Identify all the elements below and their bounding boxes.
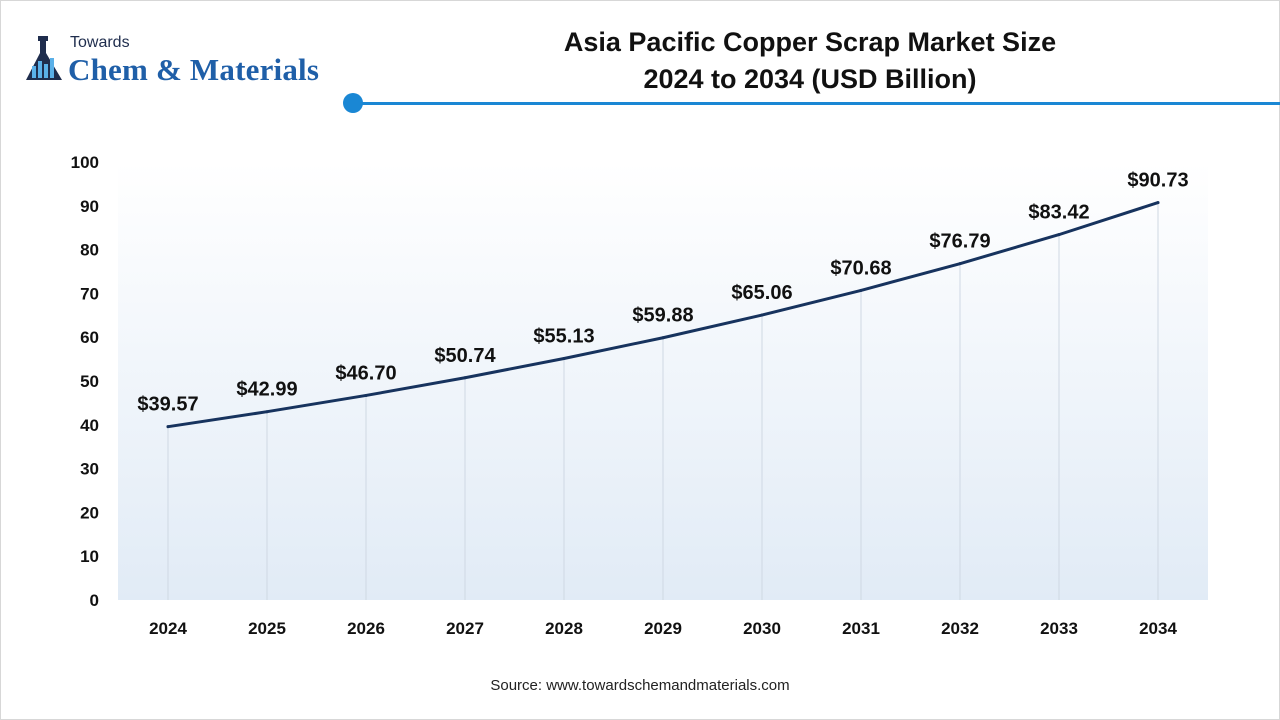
title-rule xyxy=(353,102,1280,105)
y-tick-label: 100 xyxy=(71,153,99,172)
data-label: $55.13 xyxy=(533,326,594,348)
data-point xyxy=(562,357,566,361)
x-tick-label: 2033 xyxy=(1040,619,1078,638)
data-label: $83.42 xyxy=(1028,202,1089,224)
y-tick-label: 70 xyxy=(80,284,99,303)
data-label: $46.70 xyxy=(335,362,396,384)
x-tick-label: 2029 xyxy=(644,619,682,638)
data-label: $39.57 xyxy=(137,394,198,416)
x-tick-label: 2026 xyxy=(347,619,385,638)
data-point xyxy=(661,336,665,340)
flask-chart-icon xyxy=(26,36,62,80)
data-label: $76.79 xyxy=(929,231,990,253)
data-point xyxy=(265,410,269,414)
data-point xyxy=(166,425,170,429)
y-tick-label: 20 xyxy=(80,503,99,522)
data-point xyxy=(1156,201,1160,205)
brand-small-text: Towards xyxy=(70,34,130,51)
chart-title-line-2: 2024 to 2034 (USD Billion) xyxy=(643,64,977,94)
y-tick-label: 0 xyxy=(90,591,99,610)
brand-logo[interactable]: Towards Chem & Materials xyxy=(22,32,342,88)
data-point xyxy=(760,313,764,317)
x-tick-label: 2031 xyxy=(842,619,880,638)
data-point xyxy=(463,376,467,380)
source-note: Source: www.towardschemandmaterials.com xyxy=(490,677,790,694)
x-tick-label: 2028 xyxy=(545,619,583,638)
x-tick-label: 2034 xyxy=(1139,619,1177,638)
x-tick-label: 2024 xyxy=(149,619,187,638)
data-label: $42.99 xyxy=(236,379,297,401)
x-tick-label: 2032 xyxy=(941,619,979,638)
x-tick-label: 2025 xyxy=(248,619,286,638)
y-tick-label: 50 xyxy=(80,372,99,391)
data-point xyxy=(958,262,962,266)
data-label: $70.68 xyxy=(830,257,891,279)
x-tick-label: 2027 xyxy=(446,619,484,638)
data-label: $50.74 xyxy=(434,345,496,367)
y-tick-label: 60 xyxy=(80,328,99,347)
data-point xyxy=(859,288,863,292)
y-tick-label: 80 xyxy=(80,241,99,260)
data-label: $65.06 xyxy=(731,282,792,304)
y-tick-label: 30 xyxy=(80,460,99,479)
data-label: $59.88 xyxy=(632,305,693,327)
data-point xyxy=(364,393,368,397)
y-tick-label: 90 xyxy=(80,197,99,216)
data-label: $90.73 xyxy=(1127,170,1188,192)
brand-name: Chem & Materials xyxy=(68,52,320,87)
title-rule-dot xyxy=(343,93,363,113)
x-tick-label: 2030 xyxy=(743,619,781,638)
y-tick-label: 10 xyxy=(80,547,99,566)
chart-title: Asia Pacific Copper Scrap Market Size 20… xyxy=(480,24,1140,98)
data-point xyxy=(1057,233,1061,237)
y-tick-label: 40 xyxy=(80,416,99,435)
chart-title-line-1: Asia Pacific Copper Scrap Market Size xyxy=(563,27,1057,57)
